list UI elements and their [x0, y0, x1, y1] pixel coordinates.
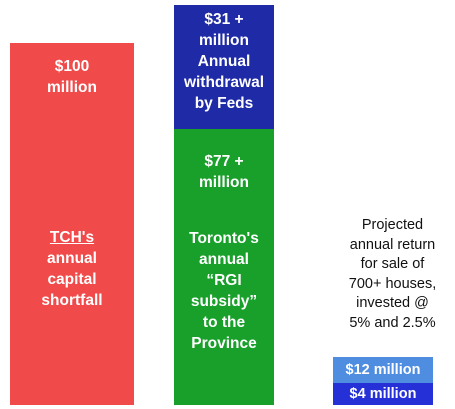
- bar-feds-withdrawal: $31 + million Annual withdrawal by Feds: [174, 5, 274, 129]
- bar-tch-shortfall-description: TCH's annual capital shortfall: [10, 227, 134, 311]
- bar-return-4m: $4 million: [333, 383, 433, 405]
- bar-tch-shortfall-amount-line1: $100: [54, 58, 90, 75]
- bar-rgi-subsidy: $77 + million Toronto's annual “RGI subs…: [174, 129, 274, 405]
- caption-line4: 700+ houses,: [348, 275, 437, 292]
- bar-rgi-subsidy-amount: $77 + million: [174, 151, 274, 193]
- projected-return-caption: Projected annual return for sale of 700+…: [330, 216, 455, 333]
- bar-rgi-subsidy-desc-line5: to the: [202, 314, 246, 331]
- bar-rgi-subsidy-desc-line4: subsidy”: [190, 293, 258, 310]
- caption-line1: Projected: [361, 217, 424, 233]
- bar-return-12m-label: $12 million: [345, 362, 421, 378]
- bar-feds-withdrawal-line1: $31 +: [204, 11, 244, 28]
- bar-rgi-subsidy-desc-line1: Toronto's: [189, 230, 259, 247]
- bar-return-12m: $12 million: [333, 357, 433, 383]
- bar-return-4m-label: $4 million: [349, 386, 417, 402]
- bar-tch-shortfall-desc-line1: TCH's: [49, 229, 95, 246]
- bar-rgi-subsidy-desc-line2: annual: [199, 251, 249, 268]
- bar-tch-shortfall-desc-line3: capital: [47, 271, 97, 288]
- caption-line2: annual return: [349, 236, 436, 253]
- bar-rgi-subsidy-amount-line2: million: [199, 174, 249, 191]
- bar-tch-shortfall-desc-line2: annual: [47, 250, 97, 267]
- bar-tch-shortfall-amount-line2: million: [47, 79, 97, 96]
- bar-feds-withdrawal-line5: by Feds: [194, 95, 254, 112]
- bar-rgi-subsidy-desc-line3: “RGI: [206, 272, 242, 289]
- bar-rgi-subsidy-description: Toronto's annual “RGI subsidy” to the Pr…: [174, 228, 274, 354]
- bar-rgi-subsidy-amount-line1: $77 +: [204, 153, 244, 170]
- bar-tch-shortfall-amount: $100 million: [10, 56, 134, 98]
- bar-feds-withdrawal-line2: million: [199, 32, 249, 49]
- bar-rgi-subsidy-desc-line6: Province: [191, 335, 257, 352]
- bar-feds-withdrawal-line4: withdrawal: [183, 74, 265, 91]
- bar-feds-withdrawal-line3: Annual: [197, 53, 251, 70]
- caption-line6: 5% and 2.5%: [349, 314, 436, 331]
- bar-tch-shortfall: $100 million TCH's annual capital shortf…: [10, 43, 134, 405]
- bar-feds-withdrawal-label: $31 + million Annual withdrawal by Feds: [174, 9, 274, 114]
- caption-line3: for sale of: [360, 256, 425, 272]
- caption-line5: invested @: [356, 295, 429, 311]
- bar-tch-shortfall-desc-line4: shortfall: [41, 292, 103, 309]
